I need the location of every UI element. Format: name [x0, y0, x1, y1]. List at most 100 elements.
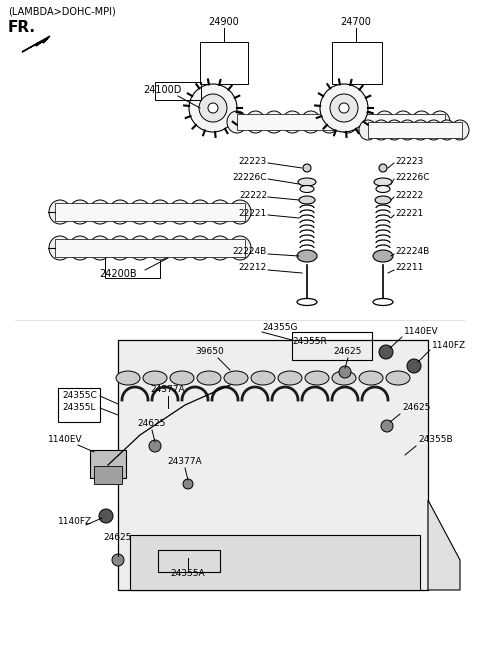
Ellipse shape [69, 236, 91, 260]
Ellipse shape [451, 120, 469, 140]
Ellipse shape [224, 371, 248, 385]
Ellipse shape [109, 236, 131, 260]
Text: 24900: 24900 [209, 17, 240, 27]
Text: 24100D: 24100D [143, 85, 181, 95]
Circle shape [407, 359, 421, 373]
Ellipse shape [189, 200, 211, 224]
Text: 24625: 24625 [138, 419, 166, 428]
Text: 24355B: 24355B [418, 436, 453, 445]
Ellipse shape [149, 236, 171, 260]
Ellipse shape [251, 371, 275, 385]
Ellipse shape [170, 371, 194, 385]
Text: (LAMBDA>DOHC-MPI): (LAMBDA>DOHC-MPI) [8, 7, 116, 17]
Ellipse shape [359, 120, 377, 140]
Ellipse shape [376, 186, 390, 192]
Text: 39650: 39650 [196, 348, 224, 356]
Text: 22211: 22211 [395, 264, 423, 272]
Circle shape [330, 94, 358, 122]
Ellipse shape [393, 111, 413, 133]
Bar [90, 450, 126, 478]
Ellipse shape [372, 120, 390, 140]
Ellipse shape [375, 196, 391, 204]
Ellipse shape [229, 236, 251, 260]
Text: 24355A: 24355A [171, 569, 205, 579]
Ellipse shape [89, 200, 111, 224]
Circle shape [379, 164, 387, 172]
Ellipse shape [89, 236, 111, 260]
Circle shape [112, 554, 124, 566]
Circle shape [199, 94, 227, 122]
Ellipse shape [143, 371, 167, 385]
Ellipse shape [305, 371, 329, 385]
Bar [200, 42, 248, 84]
Text: 1140EV: 1140EV [48, 436, 83, 445]
Ellipse shape [338, 111, 358, 133]
Text: 1140FZ: 1140FZ [432, 340, 466, 350]
Text: 24355L: 24355L [62, 403, 96, 413]
Ellipse shape [129, 200, 151, 224]
Ellipse shape [129, 236, 151, 260]
Text: 22223: 22223 [395, 157, 423, 167]
Text: 24355G: 24355G [262, 323, 298, 333]
Ellipse shape [301, 111, 321, 133]
Ellipse shape [386, 371, 410, 385]
Text: 22223: 22223 [239, 157, 267, 167]
Ellipse shape [49, 236, 71, 260]
Bar [155, 82, 201, 100]
Polygon shape [22, 36, 50, 52]
Text: 22224B: 22224B [233, 247, 267, 256]
Ellipse shape [300, 186, 314, 192]
Ellipse shape [298, 178, 316, 186]
Text: 22226C: 22226C [395, 173, 430, 182]
Circle shape [208, 103, 218, 113]
Ellipse shape [425, 120, 443, 140]
Text: 24355R: 24355R [293, 337, 327, 346]
Text: 24700: 24700 [341, 17, 372, 27]
Ellipse shape [109, 200, 131, 224]
Circle shape [320, 84, 368, 132]
Text: 24200B: 24200B [99, 269, 137, 279]
Ellipse shape [319, 111, 339, 133]
Polygon shape [428, 500, 460, 590]
Ellipse shape [209, 200, 231, 224]
Text: 24625: 24625 [402, 403, 431, 413]
Ellipse shape [229, 200, 251, 224]
Bar [94, 466, 122, 484]
Circle shape [149, 440, 161, 452]
Ellipse shape [438, 120, 456, 140]
Ellipse shape [149, 200, 171, 224]
Ellipse shape [245, 111, 265, 133]
Ellipse shape [374, 178, 392, 186]
Ellipse shape [430, 111, 450, 133]
Text: 22226C: 22226C [232, 173, 267, 182]
Ellipse shape [385, 120, 403, 140]
Bar [118, 340, 428, 590]
Ellipse shape [356, 111, 376, 133]
Ellipse shape [69, 200, 91, 224]
Text: 24625: 24625 [104, 533, 132, 543]
Ellipse shape [49, 200, 71, 224]
Text: 22222: 22222 [239, 192, 267, 201]
Ellipse shape [282, 111, 302, 133]
Ellipse shape [209, 236, 231, 260]
Ellipse shape [116, 371, 140, 385]
Ellipse shape [374, 111, 395, 133]
Text: 22222: 22222 [395, 192, 423, 201]
Ellipse shape [264, 111, 284, 133]
Text: 22221: 22221 [395, 209, 423, 218]
Bar [105, 256, 160, 278]
Text: 24377A: 24377A [151, 386, 185, 394]
Circle shape [339, 366, 351, 378]
Ellipse shape [227, 111, 247, 133]
Ellipse shape [278, 371, 302, 385]
Ellipse shape [197, 371, 221, 385]
Circle shape [381, 420, 393, 432]
Bar [332, 42, 382, 84]
Bar [130, 535, 420, 590]
Ellipse shape [297, 250, 317, 262]
Ellipse shape [398, 120, 417, 140]
Text: 1140EV: 1140EV [404, 327, 439, 337]
Ellipse shape [411, 120, 430, 140]
Circle shape [183, 479, 193, 489]
Text: FR.: FR. [8, 20, 36, 35]
